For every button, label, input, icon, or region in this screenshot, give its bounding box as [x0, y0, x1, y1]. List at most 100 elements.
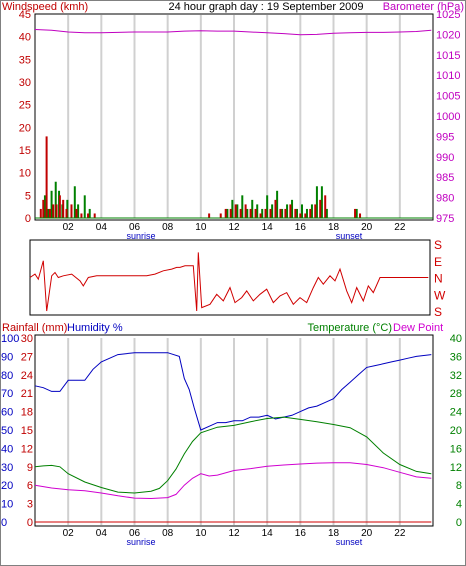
gust-bar	[50, 190, 53, 218]
bottom-sunrise-label: sunrise	[126, 537, 155, 547]
windspeed-tick-label: 5	[25, 190, 31, 202]
top-x-tick-label: 08	[162, 222, 174, 233]
direction-label: E	[434, 255, 442, 269]
barometer-tick-label: 1010	[436, 70, 460, 82]
barometer-line	[34, 29, 432, 36]
windspeed-bar	[249, 208, 252, 218]
rainfall-tick-label: 27	[21, 351, 33, 363]
windspeed-tick-label: 15	[19, 145, 31, 157]
windspeed-bar	[279, 208, 282, 218]
top-x-tick-label: 06	[129, 222, 141, 233]
bottom-panel: Rainfall (mm) Humidity % Temperature (°C…	[1, 322, 462, 547]
gust-bar	[256, 204, 259, 218]
top-x-tick-label: 14	[262, 222, 274, 233]
windspeed-bar	[219, 213, 222, 218]
windspeed-bar	[314, 204, 317, 218]
top-x-tick-label: 16	[295, 222, 307, 233]
windspeed-tick-label: 45	[19, 9, 31, 21]
barometer-tick-label: 1020	[436, 29, 460, 41]
gust-bar	[83, 195, 86, 218]
bottom-x-tick-label: 12	[228, 528, 240, 539]
gust-bar	[355, 208, 358, 218]
windspeed-bar	[259, 213, 262, 218]
direction-label: S	[434, 305, 442, 319]
humidity-line	[34, 352, 432, 431]
windspeed-bar	[309, 208, 312, 218]
dewpoint-axis-label: Dew Point	[393, 322, 443, 334]
gust-bar	[77, 204, 80, 218]
humidity-tick-label: 10	[1, 499, 13, 511]
gust-bar	[291, 199, 294, 218]
gust-bar	[54, 181, 57, 218]
temperature-tick-label: 20	[450, 425, 462, 437]
bottom-x-tick-label: 14	[262, 528, 274, 539]
direction-label: S	[434, 238, 442, 252]
barometer-tick-label: 980	[436, 193, 454, 205]
windspeed-tick-label: 25	[19, 100, 31, 112]
top-x-tick-label: 02	[63, 222, 75, 233]
top-x-tick-label: 04	[96, 222, 108, 233]
gust-bar	[43, 195, 46, 218]
rainfall-tick-label: 0	[27, 517, 33, 529]
gust-bar	[241, 195, 244, 218]
gust-bar	[236, 204, 239, 218]
gust-bar	[300, 204, 303, 218]
gust-bar	[296, 208, 299, 218]
windspeed-tick-label: 20	[19, 122, 31, 134]
windspeed-bar	[75, 208, 78, 218]
temperature-tick-label: 40	[450, 333, 462, 345]
temperature-tick-label: 4	[456, 499, 462, 511]
temperature-tick-label: 16	[450, 443, 462, 455]
humidity-tick-label: 90	[1, 351, 13, 363]
top-x-tick-label: 10	[195, 222, 207, 233]
temperature-tick-label: 32	[450, 370, 462, 382]
windspeed-bar	[229, 208, 232, 218]
rainfall-tick-label: 9	[27, 462, 33, 474]
dewpoint-line	[34, 462, 432, 500]
windspeed-tick-label: 10	[19, 168, 31, 180]
top-x-tick-label: 22	[394, 222, 406, 233]
rainfall-tick-label: 30	[21, 333, 33, 345]
gust-bar	[281, 208, 284, 218]
windspeed-bar	[39, 208, 42, 218]
barometer-tick-label: 985	[436, 172, 454, 184]
windspeed-bar	[234, 204, 237, 218]
windspeed-bar	[269, 208, 272, 218]
top-sunrise-label: sunrise	[126, 231, 155, 241]
temperature-tick-label: 8	[456, 480, 462, 492]
gust-bar	[266, 195, 269, 218]
rainfall-tick-label: 21	[21, 388, 33, 400]
barometer-tick-label: 1015	[436, 50, 460, 62]
bottom-x-tick-label: 02	[63, 528, 75, 539]
windspeed-bar	[65, 208, 68, 218]
gust-bar	[286, 204, 289, 218]
windspeed-bar	[359, 213, 362, 218]
direction-label: W	[434, 288, 446, 302]
windspeed-bar	[70, 204, 73, 218]
windspeed-bar	[58, 195, 61, 218]
windspeed-bar	[224, 208, 227, 218]
windspeed-tick-label: 35	[19, 54, 31, 66]
gust-bar	[231, 199, 234, 218]
gust-bar	[320, 186, 323, 218]
windspeed-bar	[319, 199, 322, 218]
temperature-line	[34, 416, 432, 494]
windspeed-tick-label: 30	[19, 77, 31, 89]
humidity-tick-label: 60	[1, 407, 13, 419]
windspeed-tick-label: 0	[25, 213, 31, 225]
windspeed-bar	[48, 208, 51, 218]
windspeed-bar	[324, 195, 327, 218]
humidity-tick-label: 80	[1, 370, 13, 382]
humidity-tick-label: 0	[1, 517, 7, 529]
gust-bar	[246, 208, 249, 218]
windspeed-bar	[294, 208, 297, 218]
windspeed-bar	[274, 199, 277, 218]
rainfall-tick-label: 6	[27, 480, 33, 492]
humidity-tick-label: 70	[1, 388, 13, 400]
wind-direction-line	[29, 252, 429, 312]
graph-title: 24 hour graph day : 19 September 2009	[168, 1, 363, 13]
top-panel: Windspeed (kmh) 24 hour graph day : 19 S…	[2, 1, 464, 241]
windspeed-bar	[254, 208, 257, 218]
barometer-tick-label: 990	[436, 152, 454, 164]
